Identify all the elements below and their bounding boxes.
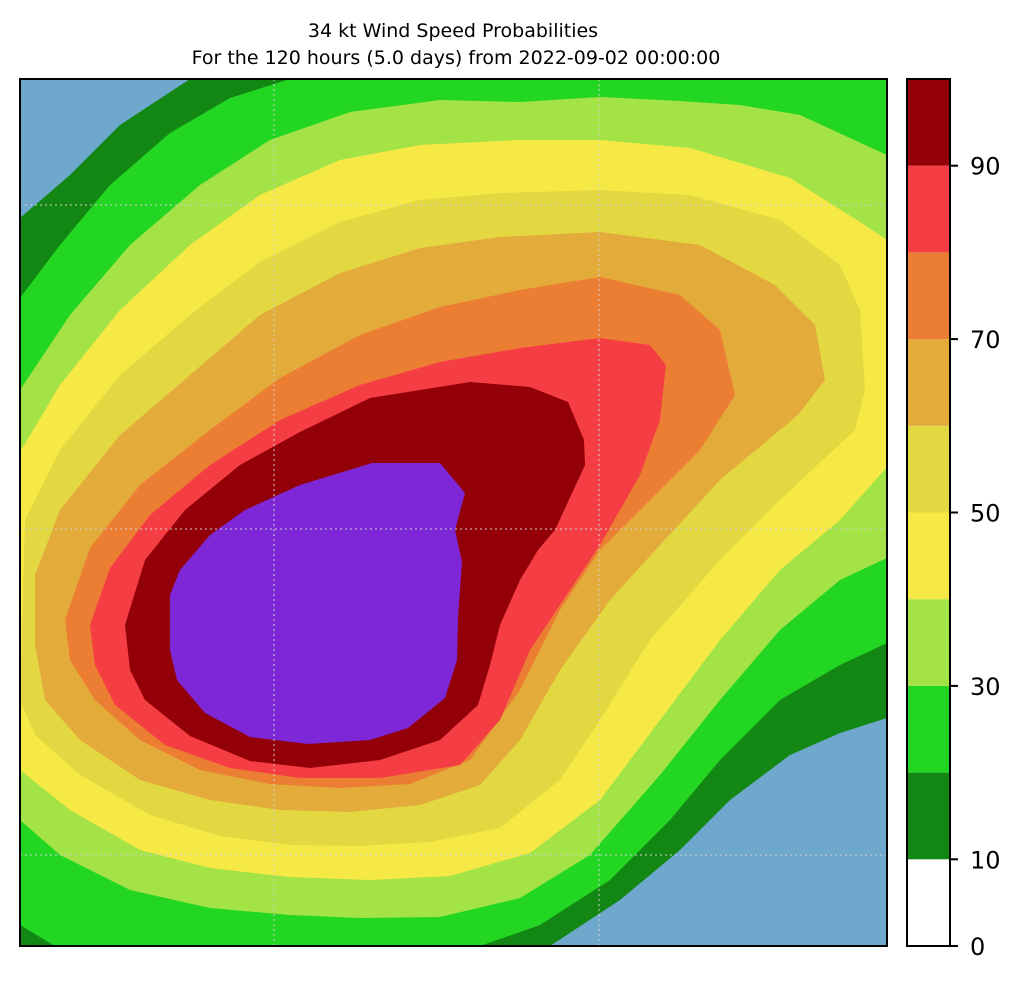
colorbar-tick-label-30: 30 xyxy=(970,673,1001,701)
colorbar-tick-label-0: 0 xyxy=(970,933,985,961)
colorbar-segment-40-50 xyxy=(907,512,950,600)
contour-band-100-plus xyxy=(170,463,465,744)
plot-frame xyxy=(19,78,888,947)
colorbar-segment-90-100 xyxy=(907,79,950,166)
colorbar-segment-30-40 xyxy=(907,599,950,686)
colorbar-segment-70-80 xyxy=(907,252,950,340)
colorbar-tick-label-70: 70 xyxy=(970,326,1001,354)
colorbar-tick-label-90: 90 xyxy=(970,153,1001,181)
colorbar-segment-80-90 xyxy=(907,165,950,253)
colorbar-segment-20-30 xyxy=(907,685,950,773)
chart-subtitle: For the 120 hours (5.0 days) from 2022-0… xyxy=(192,47,721,69)
colorbar-segment-0-10 xyxy=(907,859,950,946)
chart-title: 34 kt Wind Speed Probabilities xyxy=(308,20,598,42)
colorbar-segment-10-20 xyxy=(907,772,950,860)
colorbar-segment-50-60 xyxy=(907,425,950,513)
contour-map xyxy=(20,79,887,946)
colorbar-tick-label-50: 50 xyxy=(970,500,1001,528)
colorbar-tick-label-10: 10 xyxy=(970,846,1001,874)
colorbar: 0 10 30 50 70 90 xyxy=(906,78,1001,961)
colorbar-segment-60-70 xyxy=(907,339,950,426)
